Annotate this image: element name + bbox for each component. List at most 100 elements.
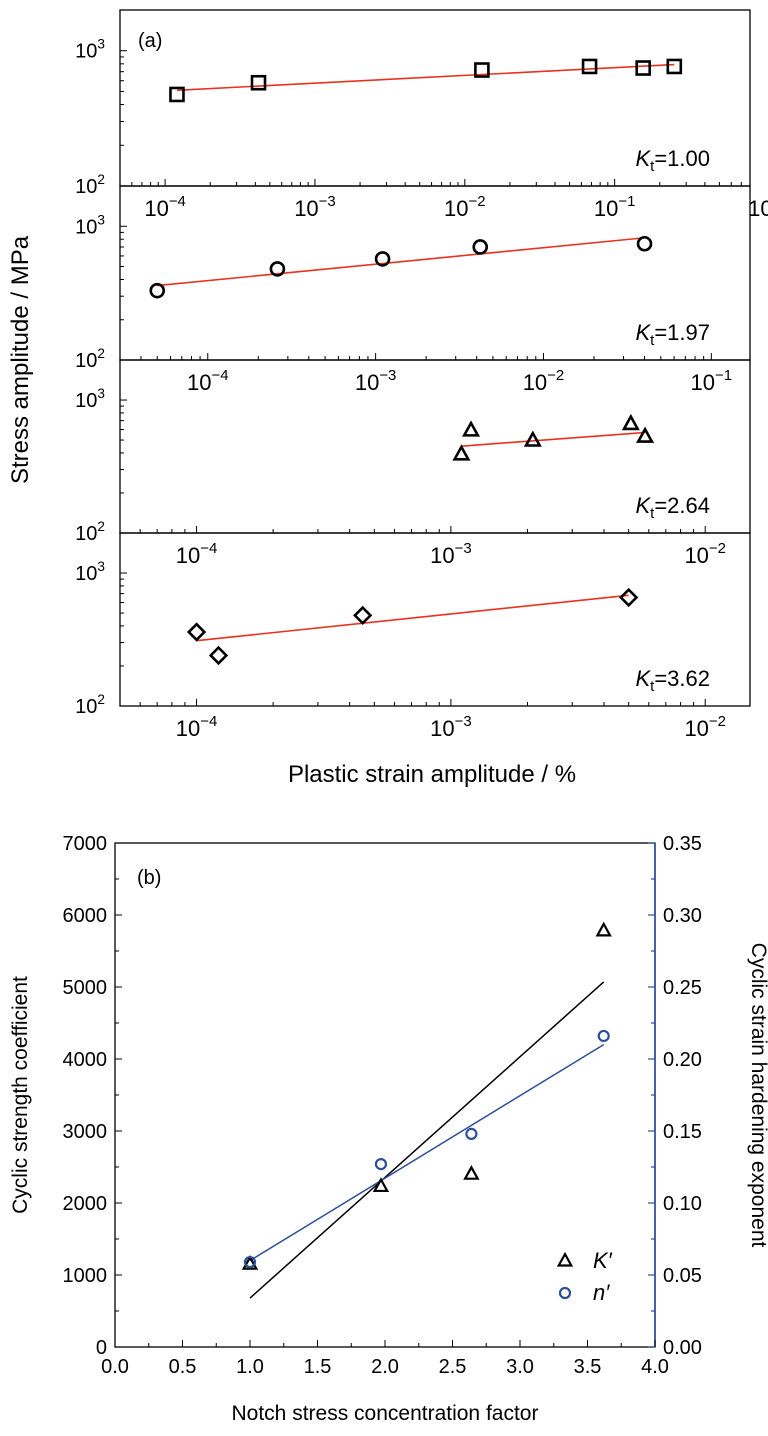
data-point xyxy=(472,239,489,255)
panel-b-points xyxy=(241,921,612,1270)
panel-b-xlabel: Notch stress concentration factor xyxy=(232,1402,539,1425)
x-tick-label: 10−2 xyxy=(684,713,726,741)
panel-b: (b) Notch stress concentration factor Cy… xyxy=(9,833,768,1425)
x-tick-label: 1.0 xyxy=(236,1356,264,1378)
kt-annotation: Kt=2.64 xyxy=(635,493,710,522)
panel-b-xticks: 0.0 0.5 1.0 1.5 2.0 2.5 3.0 3.5 4.0 xyxy=(101,1340,669,1378)
y-tick-label: 3000 xyxy=(63,1121,108,1143)
data-point xyxy=(581,58,598,75)
y-tick-label: 103 xyxy=(75,37,105,63)
data-point xyxy=(621,413,640,431)
x-tick-label: 10−4 xyxy=(144,193,186,221)
fit-line xyxy=(196,594,629,642)
legend-label-k: K′ xyxy=(593,1248,613,1273)
y2-tick-label: 0.25 xyxy=(663,977,702,999)
panel-a: (a) Stress amplitude / MPa Plastic strai… xyxy=(7,9,768,788)
x-tick-label: 2.0 xyxy=(371,1356,399,1378)
data-point xyxy=(636,426,655,443)
y-tick-label: 103 xyxy=(75,386,105,412)
x-tick-label: 0.0 xyxy=(101,1356,129,1378)
x-tick-label: 10−1 xyxy=(691,367,733,395)
kt-annotation: Kt=1.97 xyxy=(635,320,710,349)
x-tick-label: 10−2 xyxy=(523,367,565,395)
x-tick-label: 10−4 xyxy=(176,713,218,741)
fit-line-k xyxy=(249,981,605,1299)
data-point-n xyxy=(465,1127,478,1140)
x-tick-label: 10−3 xyxy=(430,713,472,741)
fit-line-n xyxy=(249,1043,605,1262)
panel-b-label: (b) xyxy=(137,867,161,889)
panel-b-frame xyxy=(114,842,656,1348)
data-point xyxy=(474,62,490,78)
y-tick-label: 5000 xyxy=(63,977,108,999)
y-tick-label: 6000 xyxy=(63,905,108,927)
y-tick-label: 4000 xyxy=(63,1049,108,1071)
panel-b-yticks: 0 1000 2000 3000 4000 5000 6000 7000 xyxy=(63,833,122,1359)
fit-line xyxy=(157,236,645,287)
y-tick-label: 2000 xyxy=(63,1193,108,1215)
legend-marker-n xyxy=(558,1286,572,1300)
x-tick-label: 10−2 xyxy=(684,540,726,568)
y2-tick-label: 0.00 xyxy=(663,1337,702,1359)
panel-b-legend: K′ n′ xyxy=(556,1248,613,1305)
panel-b-ylabel: Cyclic strength coefficient xyxy=(9,976,32,1214)
subplot-3: 102 103 10−4 10−3 10−2 Kt=2.64 xyxy=(75,359,751,568)
x-tick-label: 10−3 xyxy=(430,540,472,568)
data-point-k xyxy=(241,1255,259,1270)
data-point xyxy=(186,622,207,642)
y-tick-label: 102 xyxy=(75,692,105,718)
data-point-n xyxy=(374,1158,388,1171)
data-point xyxy=(635,60,651,76)
y-tick-label: 102 xyxy=(75,519,105,545)
x-tick-label: 10−4 xyxy=(176,540,218,568)
data-point-n xyxy=(243,1255,257,1269)
x-tick-label: 10−4 xyxy=(187,367,229,395)
y-tick-label: 1000 xyxy=(63,1265,108,1287)
y-tick-label: 102 xyxy=(75,346,105,372)
subplot-1: 102 103 10−4 10−3 10−2 10−1 100 Kt=1.00 xyxy=(75,9,768,221)
legend-label-n: n′ xyxy=(593,1280,610,1305)
data-point-k xyxy=(463,1165,480,1180)
data-point-k xyxy=(372,1177,390,1193)
x-tick-label: 10−3 xyxy=(294,193,336,221)
y2-tick-label: 0.05 xyxy=(663,1265,702,1287)
data-point xyxy=(353,605,373,626)
panel-b-y2ticks: 0.00 0.05 0.10 0.15 0.20 0.25 0.30 0.35 xyxy=(648,833,702,1359)
y2-tick-label: 0.15 xyxy=(663,1121,702,1143)
y-tick-label: 7000 xyxy=(63,833,108,855)
panel-a-xlabel: Plastic strain amplitude / % xyxy=(288,761,576,788)
x-tick-label: 0.5 xyxy=(169,1356,197,1378)
data-point xyxy=(523,430,542,447)
panel-b-y2label: Cyclic strain hardening exponent xyxy=(747,943,768,1248)
data-point xyxy=(452,444,471,461)
data-point xyxy=(461,420,481,437)
fit-line xyxy=(176,63,675,92)
y2-tick-label: 0.10 xyxy=(663,1193,702,1215)
x-tick-label: 2.5 xyxy=(439,1356,467,1378)
y-tick-label: 103 xyxy=(75,212,105,238)
y-tick-label: 103 xyxy=(75,559,105,585)
data-point-n xyxy=(597,1029,610,1043)
data-point xyxy=(636,235,653,252)
data-point xyxy=(619,587,639,608)
panel-a-label: (a) xyxy=(138,30,162,52)
data-point xyxy=(169,86,185,103)
x-tick-label: 3.0 xyxy=(506,1356,534,1378)
kt-annotation: Kt=1.00 xyxy=(635,146,710,175)
data-point xyxy=(666,58,683,75)
data-point xyxy=(269,261,286,277)
y2-tick-label: 0.20 xyxy=(663,1049,702,1071)
x-tick-label: 10−1 xyxy=(594,193,636,221)
y2-tick-label: 0.35 xyxy=(663,833,702,855)
subplot-2: 102 103 10−4 10−3 10−2 10−1 Kt=1.97 xyxy=(75,185,751,395)
subplots: 10210310−410−310−210−1100Kt=1.0010210310… xyxy=(75,9,768,741)
kt-annotation: Kt=3.62 xyxy=(635,666,710,695)
x-tick-label: 1.5 xyxy=(304,1356,332,1378)
panel-b-fit-lines xyxy=(249,981,605,1299)
data-point xyxy=(149,282,166,299)
legend-marker-k xyxy=(556,1251,574,1267)
data-point xyxy=(250,74,267,91)
fit-line xyxy=(461,431,646,447)
x-tick-label: 10−2 xyxy=(444,193,486,221)
